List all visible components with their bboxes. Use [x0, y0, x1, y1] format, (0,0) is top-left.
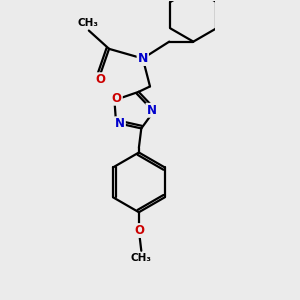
- Text: N: N: [138, 52, 148, 65]
- Text: O: O: [95, 73, 105, 86]
- Text: CH₃: CH₃: [77, 18, 98, 28]
- Text: N: N: [146, 104, 156, 117]
- Text: O: O: [134, 224, 144, 237]
- Text: O: O: [112, 92, 122, 105]
- Text: CH₃: CH₃: [131, 253, 152, 263]
- Text: N: N: [115, 117, 125, 130]
